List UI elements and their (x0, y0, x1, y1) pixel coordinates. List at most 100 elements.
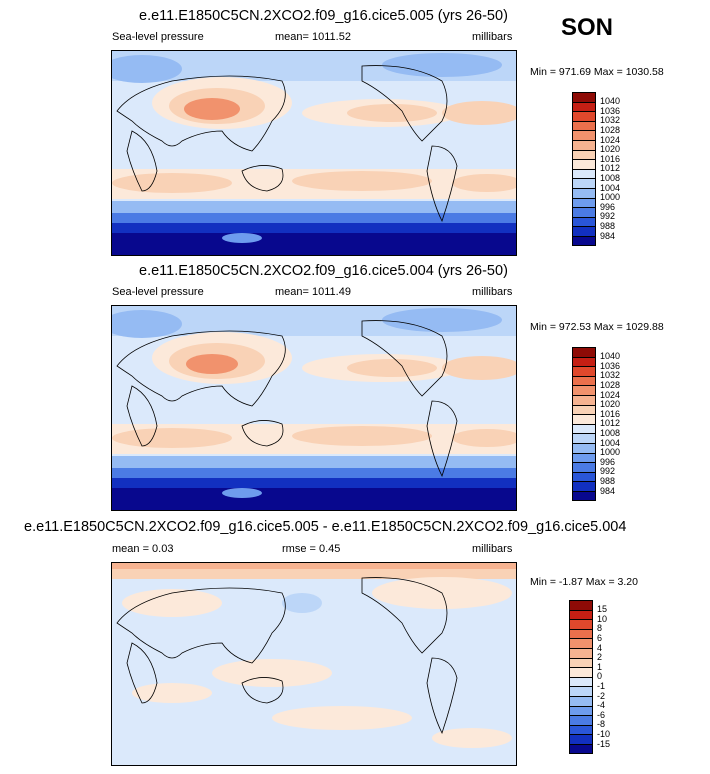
colorbar-tick-label: 996 (600, 456, 616, 467)
colorbar-tick-label: 1036 (600, 360, 621, 371)
panel-2-title: e.e11.E1850C5CN.2XCO2.f09_g16.cice5.004 … (139, 263, 508, 279)
colorbar-swatch (569, 724, 593, 735)
panel-2-satl-high (452, 429, 516, 447)
colorbar-tick-label: 1020 (600, 399, 621, 410)
colorbar-swatch (572, 236, 596, 246)
colorbar-swatch (572, 375, 596, 386)
colorbar-tick-label: 1004 (600, 182, 621, 193)
panel-3-units-label: millibars (472, 543, 513, 555)
panel-3-tropical-positive (212, 659, 332, 687)
colorbar-swatch (572, 207, 596, 217)
panel-2-atlantic-low (112, 310, 182, 338)
colorbar-tick-label: 1040 (600, 351, 621, 362)
panel-3-spac-positive (272, 706, 412, 730)
colorbar-swatch (572, 178, 596, 188)
colorbar-swatch (572, 347, 596, 357)
colorbar-tick-label: 1016 (600, 408, 621, 419)
panel-1-coastlines (116, 65, 458, 223)
colorbar-swatch (572, 216, 596, 227)
colorbar-swatch (572, 140, 596, 150)
panel-2-npac-high-core (347, 359, 437, 377)
colorbar-tick-label: 0 (597, 671, 603, 682)
colorbar-swatch (569, 705, 593, 716)
colorbar-tick-label: 1000 (600, 447, 621, 458)
panel-1-satl-high (452, 174, 516, 192)
panel-3-map (111, 562, 517, 766)
colorbar-tick-label: 1012 (600, 163, 621, 174)
panel-1-spac-high (292, 171, 432, 191)
panel-2-map-svg (112, 306, 516, 510)
colorbar-swatch (572, 159, 596, 169)
colorbar-swatch (572, 188, 596, 198)
colorbar-swatch (569, 619, 593, 629)
colorbar-tick-label: 1 (597, 661, 603, 672)
panel-3-title: e.e11.E1850C5CN.2XCO2.f09_g16.cice5.005 … (24, 519, 627, 535)
colorbar-tick-label: 1016 (600, 153, 621, 164)
colorbar-swatch (572, 433, 596, 443)
colorbar-tick-label: -4 (597, 700, 606, 711)
colorbar-tick-label: 4 (597, 642, 603, 653)
panel-3-so-positive (432, 728, 512, 748)
panel-2-units-label: millibars (472, 286, 513, 298)
panel-1-variable-label: Sea-level pressure (112, 31, 204, 43)
colorbar-swatch (572, 168, 596, 179)
colorbar-swatch (572, 414, 596, 424)
panel-1-so-band-3 (112, 223, 516, 233)
colorbar-swatch (572, 462, 596, 472)
panel-3-rmse-label: rmse = 0.45 (282, 543, 341, 555)
colorbar-swatch (572, 471, 596, 482)
colorbar-swatch (569, 648, 593, 658)
panel-2-minmax: Min = 972.53 Max = 1029.88 (530, 321, 664, 333)
panel-1-npac-high-core (347, 104, 437, 122)
colorbar-tick-label: -10 (597, 728, 611, 739)
colorbar-tick-label: -1 (597, 680, 606, 691)
panel-1-minmax: Min = 971.69 Max = 1030.58 (530, 66, 664, 78)
panel-3-minmax: Min = -1.87 Max = 3.20 (530, 576, 638, 588)
panel-1-units-label: millibars (472, 31, 513, 43)
colorbar-swatch (572, 491, 596, 501)
panel-3-arctic-positive-core (112, 563, 516, 569)
panel-3-eurasia-positive (122, 589, 222, 617)
colorbar-swatch (572, 385, 596, 395)
colorbar-swatch (572, 92, 596, 102)
season-label: SON (561, 14, 614, 41)
colorbar-swatch (572, 452, 596, 463)
colorbar-swatch (572, 120, 596, 131)
panel-3-map-svg (112, 563, 516, 765)
colorbar-swatch (572, 226, 596, 236)
colorbar-tick-label: 1028 (600, 124, 621, 135)
colorbar-swatch (569, 734, 593, 744)
colorbar-swatch (572, 443, 596, 453)
colorbar-tick-label: -6 (597, 709, 606, 720)
colorbar-swatch (572, 356, 596, 367)
colorbar-swatch (572, 404, 596, 415)
panel-2-so-band-3 (112, 478, 516, 488)
colorbar-tick-label: -8 (597, 719, 606, 730)
colorbar-swatch (569, 696, 593, 706)
colorbar-swatch (569, 686, 593, 696)
colorbar-tick-label: 2 (597, 652, 603, 663)
colorbar-swatch (572, 423, 596, 434)
colorbar-tick-label: 1000 (600, 192, 621, 203)
colorbar-tick-label: 1032 (600, 115, 621, 126)
colorbar-swatch (569, 609, 593, 620)
colorbar-swatch (569, 744, 593, 754)
colorbar-tick-label: 988 (600, 220, 616, 231)
colorbar-tick-label: 984 (600, 485, 616, 496)
panel-1-mean-label: mean= 1011.52 (275, 31, 351, 43)
panel-2-mean-label: mean= 1011.49 (275, 286, 351, 298)
panel-2-so-band-1 (112, 456, 516, 468)
colorbar-tick-label: 996 (600, 201, 616, 212)
panel-3-mean-label: mean = 0.03 (112, 543, 174, 555)
panel-2-map (111, 305, 517, 511)
panel-2-sind-high (112, 428, 232, 448)
colorbar-tick-label: 1024 (600, 134, 621, 145)
colorbar-tick-label: -2 (597, 690, 606, 701)
colorbar-swatch (572, 111, 596, 121)
colorbar-swatch (569, 628, 593, 639)
colorbar-tick-label: 1032 (600, 370, 621, 381)
panel-3-coastlines (116, 577, 458, 735)
panel-2-aleutian-low (382, 308, 502, 332)
colorbar-tick-label: 1028 (600, 379, 621, 390)
panel-1-asian-high-core (184, 98, 240, 120)
